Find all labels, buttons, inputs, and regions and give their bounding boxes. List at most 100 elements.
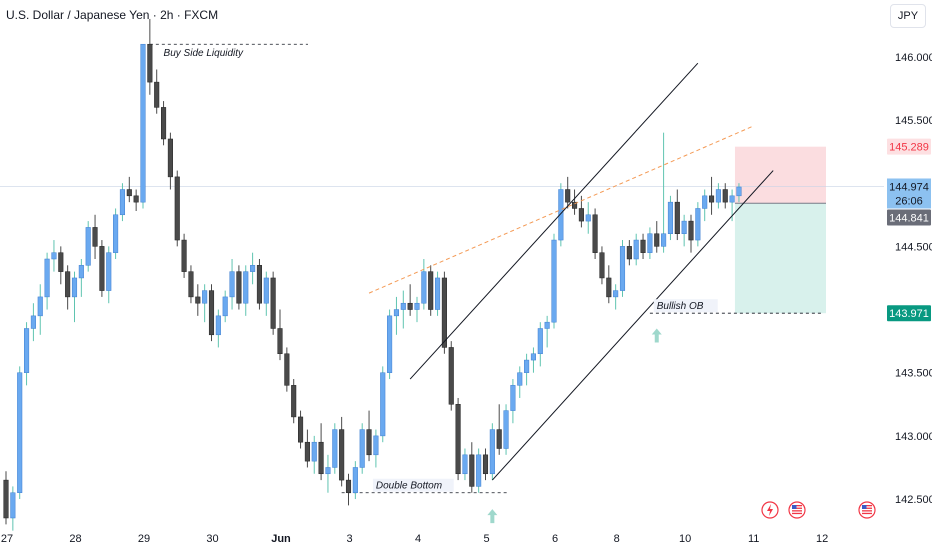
candle bbox=[188, 265, 194, 304]
candle bbox=[572, 189, 578, 215]
candle-body bbox=[476, 454, 482, 487]
candle bbox=[65, 265, 71, 310]
annotation-bullish-ob: Bullish OB bbox=[657, 301, 704, 312]
flag-stripe bbox=[862, 505, 872, 507]
candle-body bbox=[640, 239, 646, 253]
candle-body bbox=[517, 372, 523, 386]
stop-zone bbox=[734, 203, 826, 314]
us-flag-event-icon[interactable] bbox=[858, 501, 876, 519]
candle bbox=[489, 423, 495, 481]
candle bbox=[407, 284, 413, 316]
candle-body bbox=[510, 385, 516, 411]
candle-body bbox=[243, 271, 249, 304]
candle bbox=[3, 471, 9, 525]
candle-body bbox=[222, 296, 228, 317]
candle bbox=[606, 265, 612, 304]
candle-body bbox=[325, 467, 331, 475]
candle-body bbox=[544, 321, 550, 329]
candle-body bbox=[489, 429, 495, 475]
stop-price-tag-bg bbox=[887, 305, 931, 322]
flag-canton bbox=[792, 505, 797, 509]
candle bbox=[140, 43, 146, 209]
candle bbox=[441, 271, 447, 354]
candle-body bbox=[250, 265, 256, 272]
target-price-tag-bg bbox=[887, 138, 931, 155]
candle-body bbox=[428, 271, 434, 310]
current-price-tag-bg bbox=[887, 178, 931, 209]
candle-body bbox=[681, 220, 687, 234]
candles bbox=[3, 18, 742, 531]
candle-body bbox=[482, 454, 489, 475]
position-zones bbox=[734, 146, 826, 314]
chart-title: U.S. Dollar / Japanese Yen · 2h · FXCM bbox=[6, 8, 219, 22]
candle bbox=[85, 221, 91, 272]
candle-body bbox=[270, 277, 276, 329]
candle-body bbox=[65, 271, 71, 298]
candle bbox=[243, 265, 249, 316]
flag-canton bbox=[862, 505, 867, 509]
candle bbox=[229, 259, 235, 310]
flag-stripe bbox=[862, 512, 872, 515]
flag-stripe bbox=[792, 510, 802, 512]
candle bbox=[524, 353, 530, 386]
candle-body bbox=[633, 239, 639, 260]
candle-body bbox=[44, 258, 50, 298]
time-tick: 12 bbox=[816, 533, 828, 545]
candle bbox=[147, 18, 153, 95]
price-tick: 143.000 bbox=[895, 431, 932, 443]
lightning-event-icon[interactable] bbox=[761, 501, 779, 519]
candle bbox=[208, 284, 215, 342]
candle-body bbox=[78, 265, 84, 279]
candle-body bbox=[524, 359, 530, 373]
currency-button[interactable]: JPY bbox=[890, 4, 926, 28]
candle-body bbox=[530, 353, 537, 361]
candle bbox=[613, 284, 619, 310]
candle bbox=[558, 183, 564, 247]
candle bbox=[51, 240, 57, 272]
candle bbox=[626, 240, 632, 266]
candle-body bbox=[729, 195, 735, 203]
candle bbox=[530, 347, 537, 373]
candle-body bbox=[133, 195, 139, 203]
candle-body bbox=[380, 372, 386, 437]
candle-body bbox=[58, 252, 64, 272]
candle bbox=[332, 423, 338, 474]
candle-body bbox=[119, 189, 126, 216]
candle-body bbox=[3, 479, 9, 519]
candle bbox=[565, 176, 571, 209]
candle bbox=[715, 183, 721, 209]
candle bbox=[435, 271, 441, 316]
stop-price-tag: 143.971 bbox=[889, 308, 929, 320]
candle-body bbox=[106, 252, 112, 291]
current-price-tag: 144.974 bbox=[889, 181, 929, 193]
entry-price-tag: 144.841 bbox=[889, 212, 929, 224]
candle-body bbox=[613, 290, 619, 298]
candle bbox=[537, 322, 543, 367]
candle bbox=[24, 322, 30, 386]
candle bbox=[30, 303, 36, 342]
candle bbox=[263, 271, 269, 316]
candle bbox=[161, 101, 167, 146]
candle-body bbox=[606, 277, 612, 298]
candle-body bbox=[393, 309, 399, 317]
candle-body bbox=[24, 328, 30, 373]
candle bbox=[222, 290, 228, 323]
candle-body bbox=[256, 265, 262, 304]
candle bbox=[476, 448, 482, 493]
candle bbox=[44, 252, 50, 310]
candle bbox=[640, 233, 646, 259]
candle-body bbox=[736, 186, 742, 197]
us-flag-event-icon[interactable] bbox=[788, 501, 806, 519]
time-tick: Jun bbox=[271, 533, 291, 545]
price-tick: 145.500 bbox=[895, 115, 932, 127]
candle bbox=[428, 265, 434, 316]
candle-body bbox=[592, 214, 598, 253]
candle-body bbox=[674, 201, 680, 234]
candle bbox=[387, 309, 393, 380]
candle bbox=[681, 214, 687, 247]
lightning-shape bbox=[767, 504, 773, 516]
candle-body bbox=[154, 81, 160, 108]
candle bbox=[661, 132, 667, 253]
candle bbox=[339, 416, 345, 487]
